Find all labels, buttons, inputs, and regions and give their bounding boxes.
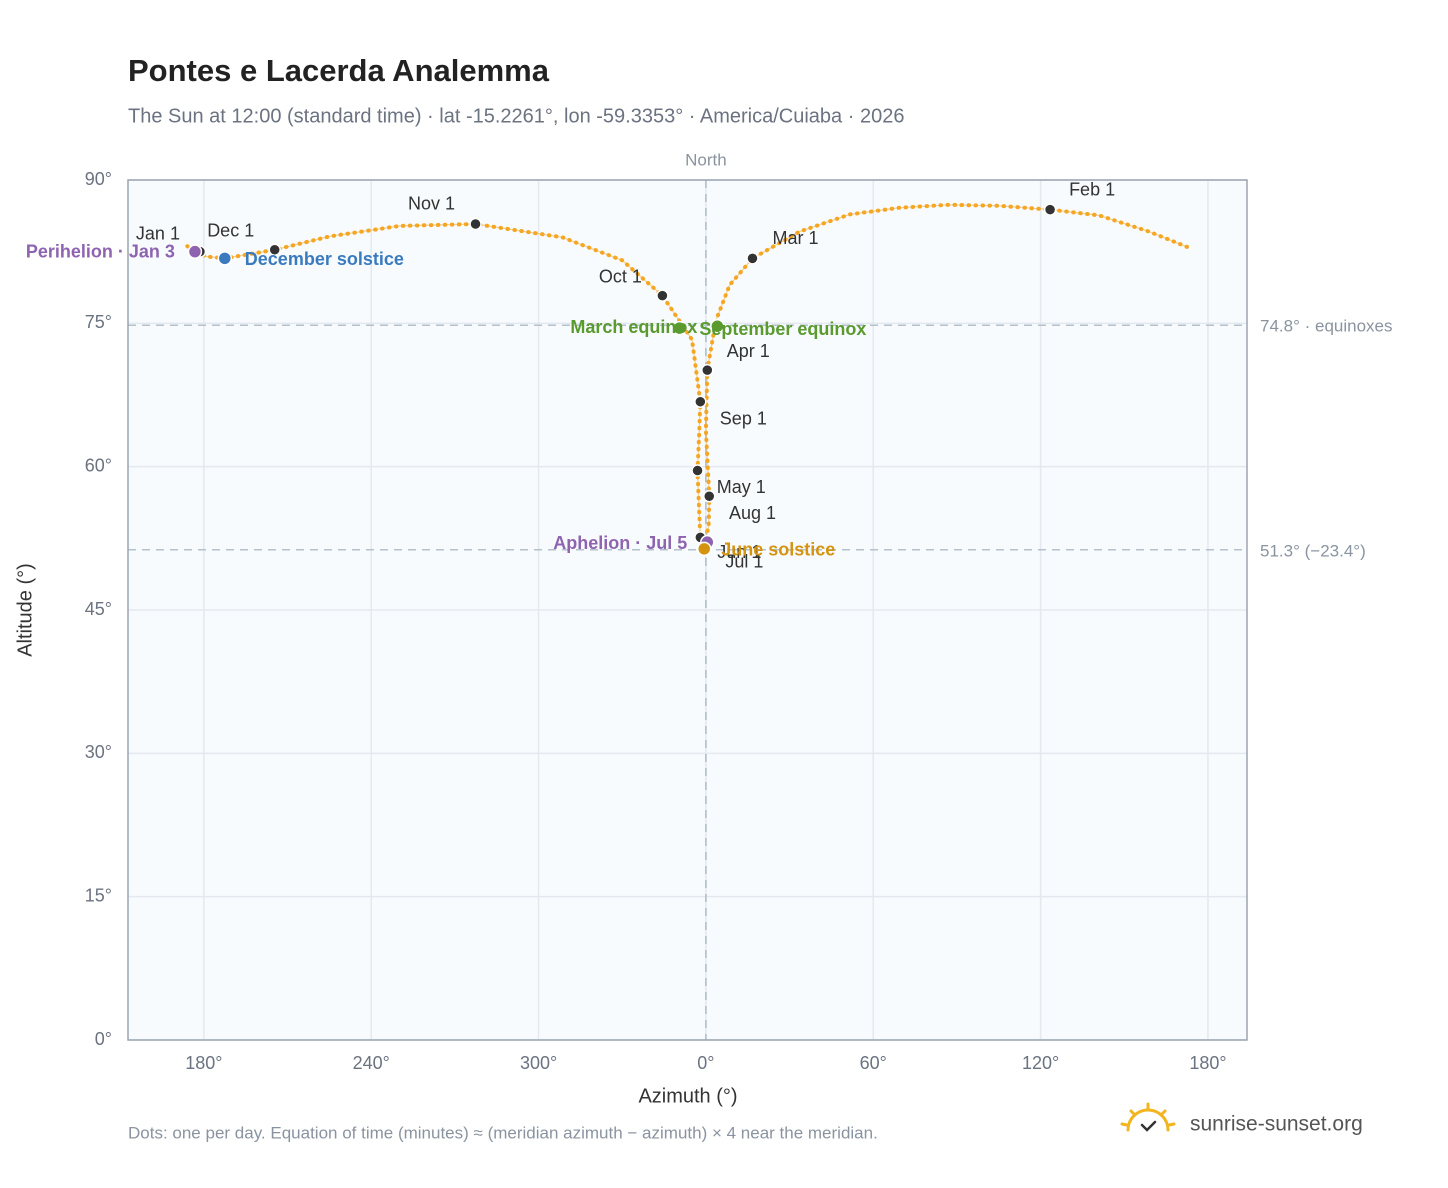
month-marker (656, 289, 669, 302)
x-tick-label: 180° (1189, 1053, 1226, 1073)
reference-label: 51.3° (−23.4°) (1260, 541, 1366, 560)
x-tick-label: 120° (1022, 1053, 1059, 1073)
event-label: June solstice (721, 540, 835, 560)
month-marker (469, 217, 482, 231)
x-tick-label: 240° (353, 1053, 390, 1073)
y-tick-label: 15° (85, 885, 112, 905)
y-tick-label: 75° (85, 312, 112, 332)
month-label: Sep 1 (720, 408, 767, 428)
month-label: Feb 1 (1069, 179, 1115, 199)
event-label: Aphelion · Jul 5 (553, 533, 687, 553)
event-marker (710, 318, 725, 334)
y-axis-label: Altitude (°) (14, 563, 36, 657)
brand-name: sunrise-sunset.org (1190, 1113, 1363, 1136)
x-tick-label: 180° (185, 1053, 222, 1073)
month-label: Dec 1 (207, 221, 254, 241)
x-tick-label: 300° (520, 1053, 557, 1073)
month-label: Jun 1 (717, 542, 761, 562)
chart-title: Pontes e Lacerda Analemma (128, 53, 550, 88)
event-marker (696, 541, 712, 557)
x-axis-label: Azimuth (°) (638, 1085, 737, 1107)
month-marker (1043, 203, 1057, 216)
event-marker (217, 251, 233, 266)
event-label: December solstice (245, 249, 404, 269)
month-marker (691, 464, 704, 477)
month-label: Jul 1 (725, 552, 763, 572)
y-tick-label: 60° (85, 455, 112, 475)
y-tick-label: 30° (85, 742, 112, 762)
reference-label: 74.8° · equinoxes (1260, 317, 1393, 336)
y-tick-label: 0° (95, 1029, 112, 1049)
meridian-label: North (685, 150, 727, 169)
event-label: September equinox (699, 319, 866, 339)
event-label: March equinox (570, 317, 697, 337)
month-label: Nov 1 (408, 194, 455, 214)
month-marker (746, 252, 759, 265)
plot-border (127, 179, 1248, 1041)
month-label: Aug 1 (729, 503, 776, 523)
chart-subtitle: The Sun at 12:00 (standard time) · lat -… (128, 105, 904, 127)
month-marker (703, 490, 716, 503)
y-tick-label: 90° (85, 169, 112, 189)
footer-note: Dots: one per day. Equation of time (min… (128, 1123, 878, 1142)
y-tick-label: 45° (85, 599, 112, 619)
x-tick-label: 0° (697, 1053, 714, 1073)
event-marker (672, 320, 687, 336)
brand-logo (1120, 1102, 1176, 1132)
month-label: Oct 1 (599, 266, 642, 286)
month-label: Apr 1 (727, 341, 770, 361)
month-label: Jan 1 (136, 223, 180, 243)
month-marker (268, 243, 281, 257)
month-marker (701, 363, 714, 377)
event-label: Perihelion · Jan 3 (26, 241, 175, 261)
month-label: Mar 1 (772, 228, 818, 248)
month-label: May 1 (717, 477, 766, 497)
x-tick-label: 60° (860, 1053, 887, 1073)
month-marker (694, 395, 707, 408)
event-marker (187, 244, 203, 259)
